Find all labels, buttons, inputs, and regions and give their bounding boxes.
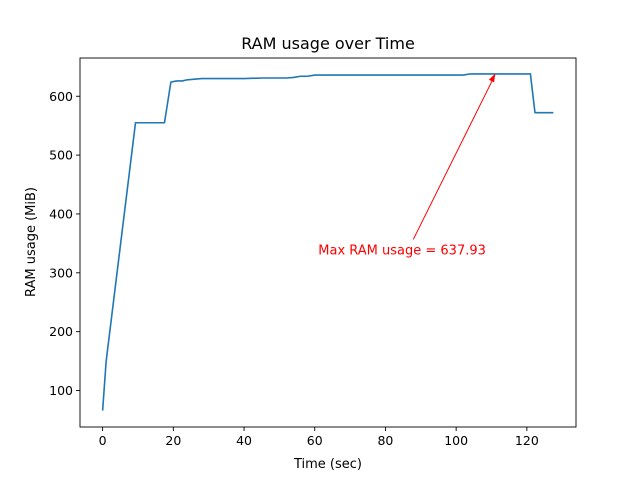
y-tick-label: 100 <box>49 383 73 398</box>
annotation-label: Max RAM usage = 637.93 <box>318 243 486 258</box>
y-tick-label: 400 <box>49 206 73 221</box>
x-tick-label: 20 <box>165 433 181 448</box>
x-tick-label: 0 <box>99 433 107 448</box>
x-tick-label: 60 <box>307 433 323 448</box>
annotation-arrowhead <box>488 73 496 83</box>
y-axis-label: RAM usage (MiB) <box>24 187 39 297</box>
plot-frame <box>79 57 577 428</box>
x-tick-label: 100 <box>444 433 468 448</box>
y-tick-label: 300 <box>49 265 73 280</box>
y-tick-label: 500 <box>49 148 73 163</box>
y-tick-label: 600 <box>49 89 73 104</box>
x-tick-label: 80 <box>377 433 393 448</box>
series-line-0 <box>101 73 554 411</box>
y-tick-label: 200 <box>49 324 73 339</box>
annotation-arrow <box>412 74 496 240</box>
x-tick-label: 120 <box>515 433 539 448</box>
chart-title: RAM usage over Time <box>241 34 415 53</box>
x-axis-label: Time (sec) <box>293 457 362 472</box>
x-tick-label: 40 <box>236 433 252 448</box>
plot-area: 0 20 40 60 80 100 120 100 200 300 400 500 600 Max RAM… <box>49 57 577 448</box>
